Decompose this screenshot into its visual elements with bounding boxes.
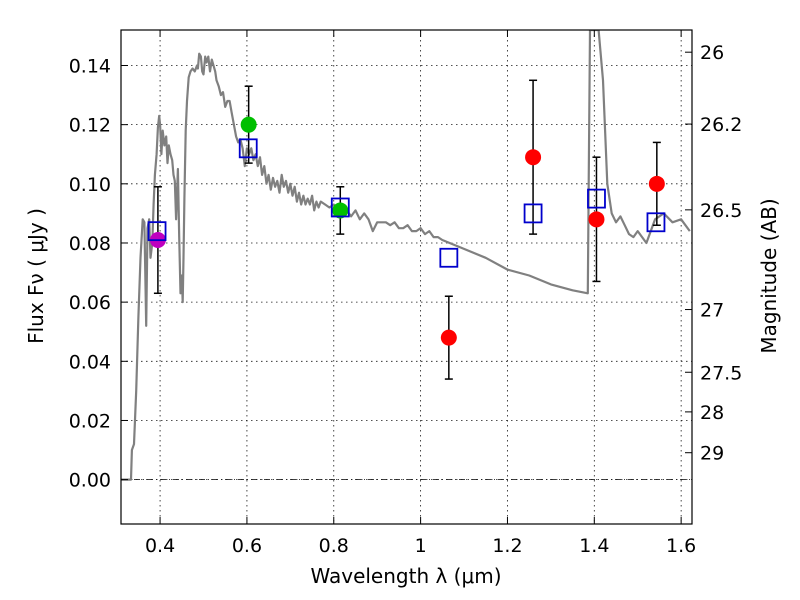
ticks-layer <box>121 30 692 524</box>
y2-tick-label: 27.5 <box>700 362 742 384</box>
y-tick-label: 0.14 <box>69 55 111 77</box>
model-point <box>330 197 350 218</box>
y2-axis-label: Magnitude (AB) <box>757 198 781 353</box>
observed-point <box>525 149 542 166</box>
model-point <box>587 188 606 209</box>
y2-tick-label: 29 <box>700 443 724 465</box>
observed-point <box>648 175 665 192</box>
model-point <box>439 247 459 268</box>
x-tick-label: 0.8 <box>319 535 349 557</box>
model-point <box>523 203 543 224</box>
tick-labels-layer: 0.4 0.6 0.8 1 1.2 1.4 1.6 0.00 0.02 0.04 0.06 0.08 0… <box>69 42 743 557</box>
x-tick-label: 1.2 <box>492 535 522 557</box>
observed-point <box>440 329 457 346</box>
y-tick-label: 0.12 <box>69 115 111 137</box>
y-tick-label: 0.04 <box>69 351 111 373</box>
template-sed-layer <box>121 30 691 481</box>
y-tick-label: 0.00 <box>69 470 111 492</box>
model-points-layer <box>147 138 666 268</box>
model-point <box>147 221 167 242</box>
y2-tick-label: 26 <box>700 42 724 64</box>
y-axis-label: Flux Fν ( μJy ) <box>24 208 48 344</box>
x-tick-label: 0.4 <box>145 535 175 557</box>
observed-point <box>240 116 257 133</box>
y-tick-label: 0.02 <box>69 410 111 432</box>
template-sed-line <box>121 30 691 481</box>
y-tick-label: 0.10 <box>69 174 111 196</box>
y2-tick-label: 28 <box>700 402 724 424</box>
model-point <box>646 212 666 233</box>
x-tick-label: 1.4 <box>579 535 609 557</box>
observed-point <box>588 211 605 228</box>
y2-tick-label: 27 <box>700 300 724 322</box>
x-axis-label: Wavelength λ (μm) <box>310 564 501 588</box>
x-tick-label: 0.6 <box>232 535 262 557</box>
y2-tick-label: 26.5 <box>700 200 742 222</box>
observed-point <box>332 202 349 219</box>
model-point <box>238 138 258 159</box>
y-tick-label: 0.06 <box>69 292 111 314</box>
y2-tick-label: 26.2 <box>700 114 742 136</box>
x-tick-label: 1 <box>415 535 427 557</box>
plot-frame <box>120 29 693 525</box>
gridlines <box>121 30 692 524</box>
y-tick-label: 0.08 <box>69 233 111 255</box>
x-tick-label: 1.6 <box>666 535 696 557</box>
